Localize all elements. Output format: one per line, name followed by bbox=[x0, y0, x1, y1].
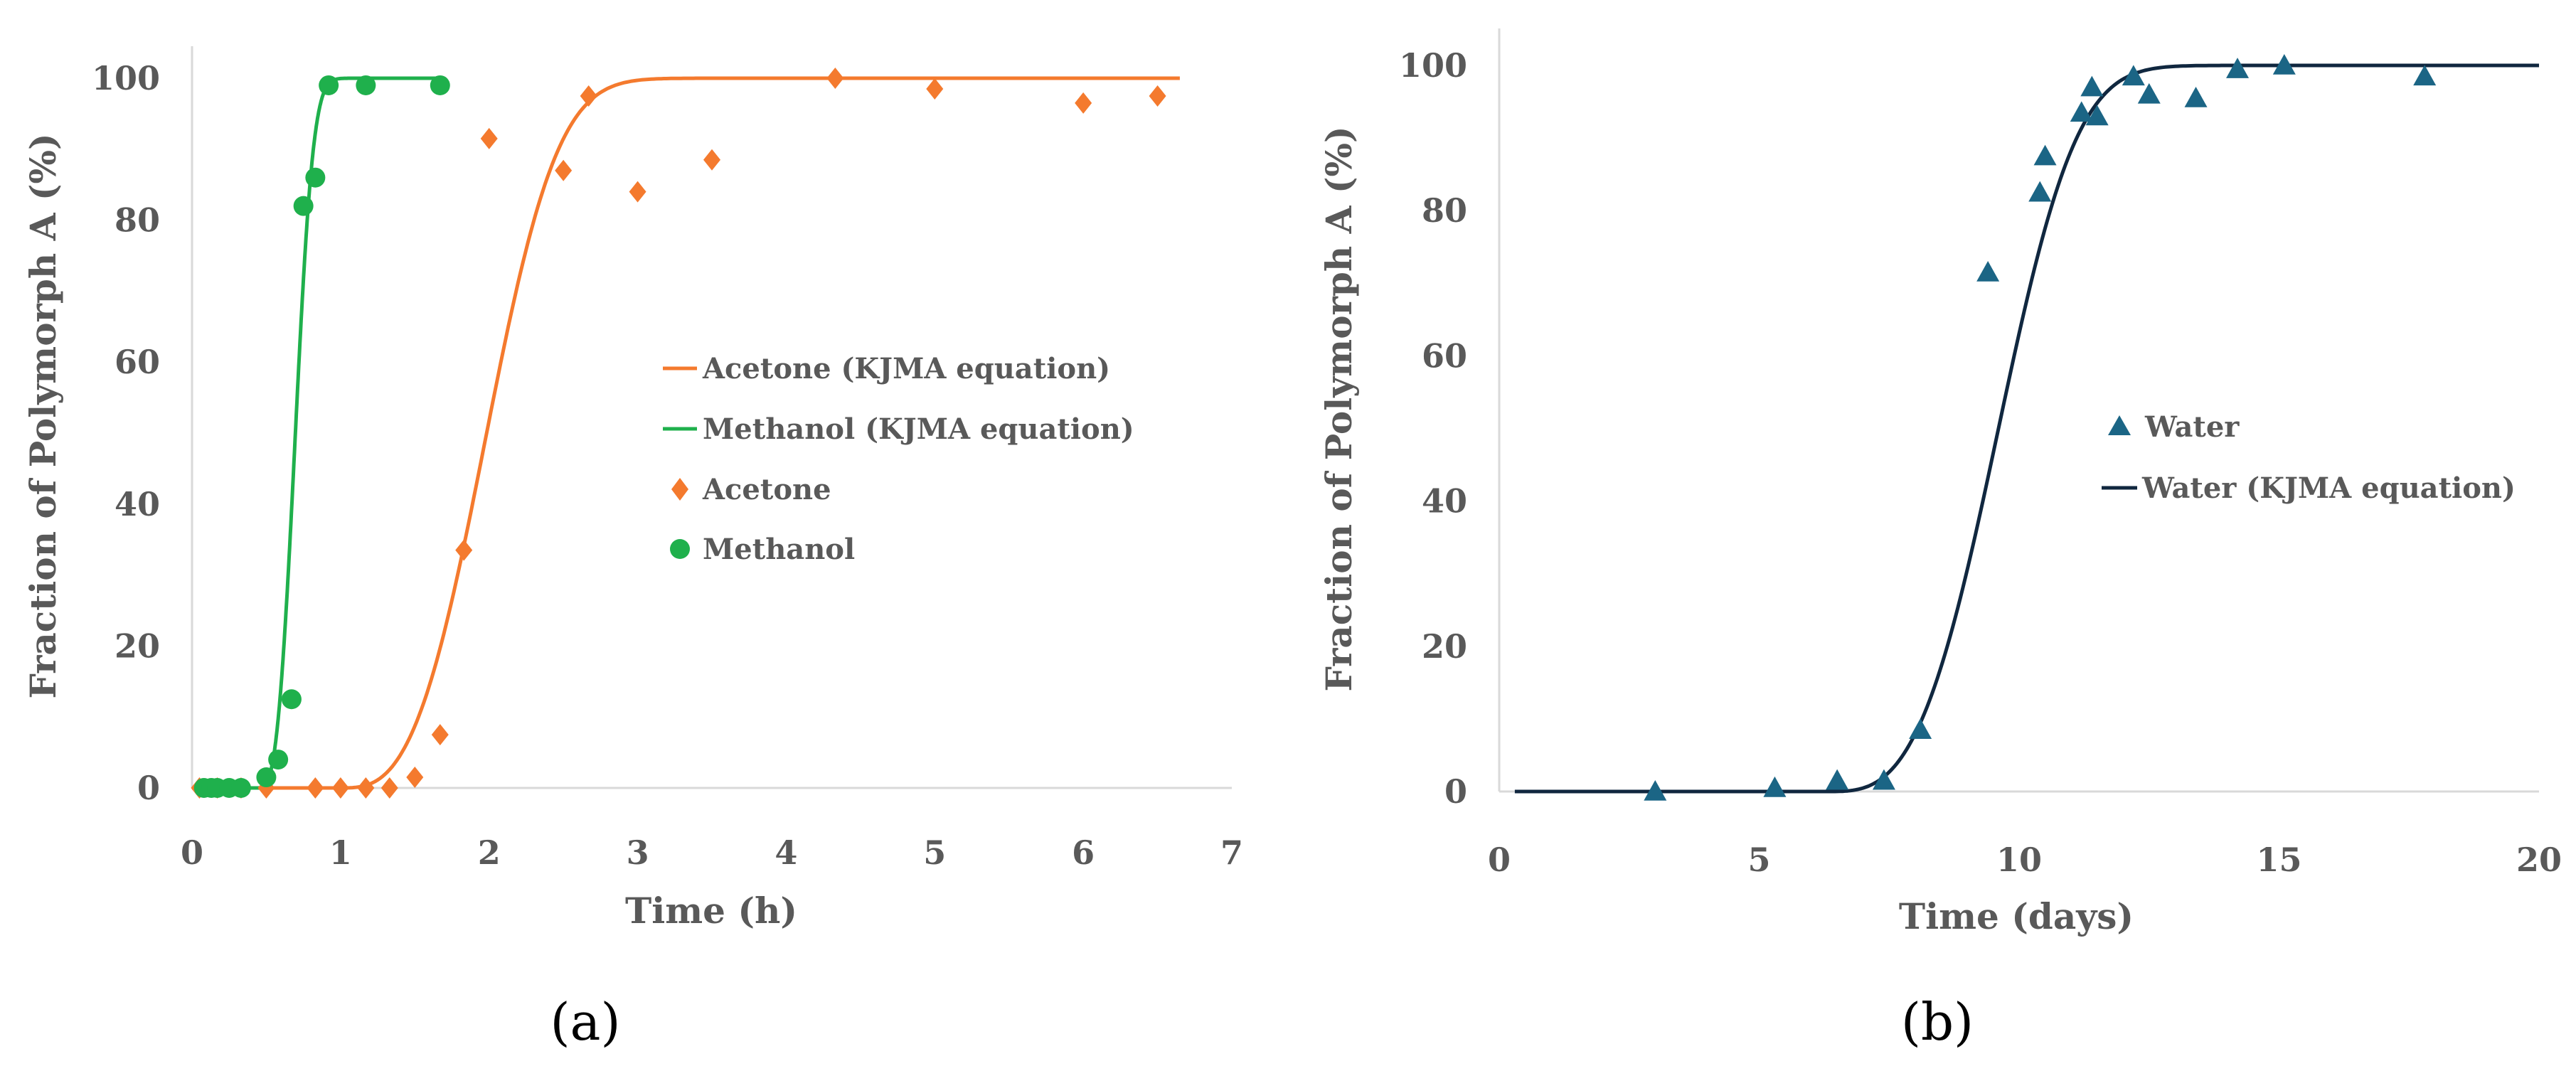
y-tick-label: 60 bbox=[1422, 336, 1467, 375]
methanol-point bbox=[356, 75, 376, 95]
acetone-point bbox=[406, 767, 424, 789]
methanol-point bbox=[293, 196, 314, 216]
data-markers bbox=[1644, 54, 2437, 801]
y-tick-label: 40 bbox=[1422, 482, 1467, 521]
acetone-point bbox=[1149, 85, 1166, 107]
y-axis-title: Fraction of Polymorph A (%) bbox=[22, 133, 64, 698]
acetone-point bbox=[431, 724, 449, 746]
legend-methanol-label: Methanol bbox=[703, 533, 855, 566]
panel-label-a: (a) bbox=[550, 992, 620, 1052]
methanol-point bbox=[230, 778, 251, 798]
water-point bbox=[2080, 75, 2104, 97]
water-kjma-equation-line bbox=[1514, 63, 2539, 794]
acetone-kjma-equation-line bbox=[192, 76, 1180, 790]
x-tick-label: 4 bbox=[775, 833, 797, 872]
y-tick-label: 100 bbox=[1399, 46, 1467, 85]
legend-methanol-fit-label: Methanol (KJMA equation) bbox=[703, 412, 1134, 446]
acetone-point bbox=[703, 149, 720, 171]
x-tick-label: 2 bbox=[478, 833, 501, 872]
water-point bbox=[2226, 58, 2250, 78]
acetone-point bbox=[455, 539, 473, 561]
x-tick-label: 0 bbox=[181, 833, 203, 872]
legend-water-label: Water bbox=[2144, 410, 2240, 444]
y-tick-labels: 0 20 40 60 80 100 bbox=[92, 59, 160, 807]
water-point bbox=[2272, 54, 2296, 75]
acetone-point bbox=[357, 777, 375, 799]
y-tick-label: 60 bbox=[115, 343, 160, 381]
methanol-point bbox=[256, 767, 277, 788]
y-tick-labels: 0 20 40 60 80 100 bbox=[1399, 46, 1467, 811]
water-point bbox=[1872, 769, 1895, 790]
water-point bbox=[2085, 105, 2109, 126]
water-point bbox=[2028, 181, 2052, 202]
y-tick-label: 0 bbox=[1444, 772, 1467, 811]
legend-acetone-label: Acetone bbox=[702, 473, 831, 506]
chart-panel-a: 0 20 40 60 80 100 0 1 2 3 4 5 6 7 Fraction of Polymo… bbox=[22, 46, 1243, 1052]
y-tick-label: 80 bbox=[115, 201, 160, 240]
x-tick-label: 5 bbox=[1747, 841, 1770, 879]
x-tick-label: 3 bbox=[627, 833, 649, 872]
x-tick-label: 1 bbox=[329, 833, 352, 872]
methanol-point bbox=[281, 689, 302, 710]
fit-lines bbox=[1514, 63, 2539, 794]
panel-label-b: (b) bbox=[1901, 992, 1974, 1052]
y-tick-label: 80 bbox=[1422, 191, 1467, 230]
y-tick-label: 100 bbox=[92, 59, 160, 97]
water-point bbox=[1763, 776, 1787, 797]
water-point bbox=[2033, 144, 2057, 166]
acetone-point bbox=[380, 777, 398, 799]
methanol-point bbox=[430, 75, 450, 95]
water-point bbox=[2184, 86, 2208, 107]
legend-methanol-swatch bbox=[670, 539, 690, 559]
x-tick-label: 6 bbox=[1072, 833, 1095, 872]
legend: Water Water (KJMA equation) bbox=[2102, 410, 2516, 505]
x-axis-title: Time (days) bbox=[1899, 895, 2134, 937]
y-tick-label: 40 bbox=[115, 485, 160, 523]
x-tick-label: 20 bbox=[2516, 841, 2562, 879]
x-axis-title: Time (h) bbox=[625, 890, 797, 932]
acetone-point bbox=[331, 777, 349, 799]
data-markers bbox=[191, 68, 1166, 799]
acetone-point bbox=[1075, 92, 1092, 114]
x-tick-labels: 0 5 10 15 20 bbox=[1488, 841, 2562, 879]
water-point bbox=[2413, 65, 2437, 86]
y-tick-label: 20 bbox=[1422, 627, 1467, 666]
acetone-point bbox=[307, 777, 324, 799]
water-point bbox=[1644, 780, 1667, 801]
y-tick-label: 20 bbox=[115, 627, 160, 665]
methanol-point bbox=[305, 167, 326, 188]
legend-acetone-swatch bbox=[671, 478, 688, 501]
acetone-point bbox=[555, 159, 573, 181]
acetone-point bbox=[926, 78, 944, 100]
acetone-point bbox=[629, 181, 646, 203]
water-point bbox=[1909, 718, 1932, 740]
acetone-point bbox=[580, 85, 597, 107]
water-point bbox=[1826, 769, 1849, 790]
x-tick-label: 5 bbox=[923, 833, 946, 872]
water-point bbox=[2122, 65, 2145, 86]
x-tick-label: 15 bbox=[2256, 841, 2301, 879]
water-point bbox=[2070, 101, 2093, 122]
legend-water-fit-label: Water (KJMA equation) bbox=[2141, 471, 2516, 505]
x-tick-label: 7 bbox=[1220, 833, 1243, 872]
x-tick-labels: 0 1 2 3 4 5 6 7 bbox=[181, 833, 1243, 872]
y-axis-title: Fraction of Polymorph A (%) bbox=[1318, 126, 1360, 691]
acetone-point bbox=[826, 68, 844, 89]
methanol-point bbox=[268, 750, 289, 770]
y-tick-label: 0 bbox=[137, 769, 160, 807]
legend-acetone-fit-label: Acetone (KJMA equation) bbox=[702, 352, 1110, 385]
chart-panel-b: 0 20 40 60 80 100 0 5 10 15 20 Fraction of Polymo… bbox=[1318, 28, 2562, 1052]
x-tick-label: 10 bbox=[1996, 841, 2042, 879]
water-point bbox=[2137, 82, 2161, 104]
water-point bbox=[1976, 260, 2000, 282]
acetone-point bbox=[480, 127, 498, 149]
x-tick-label: 0 bbox=[1488, 841, 1511, 879]
methanol-point bbox=[319, 75, 339, 95]
legend-water-swatch bbox=[2108, 415, 2131, 435]
legend: Acetone (KJMA equation) Methanol (KJMA e… bbox=[663, 352, 1134, 566]
